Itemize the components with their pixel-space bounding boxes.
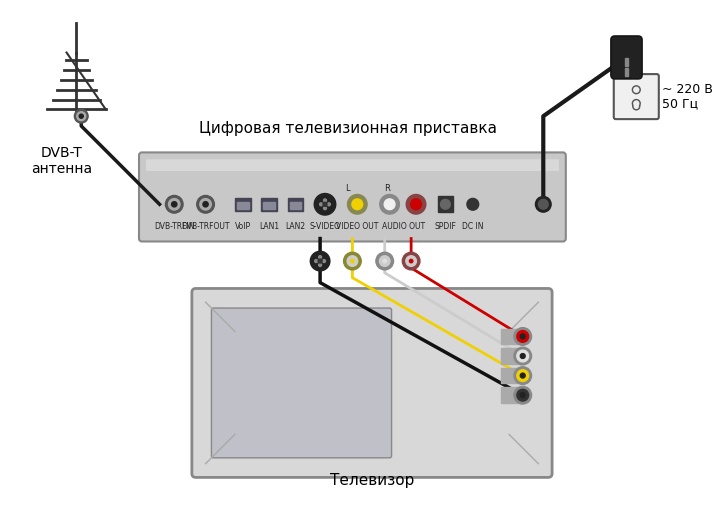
Circle shape xyxy=(383,259,387,263)
Circle shape xyxy=(343,252,361,270)
Circle shape xyxy=(514,367,531,384)
Circle shape xyxy=(197,195,215,213)
Circle shape xyxy=(384,199,395,210)
FancyBboxPatch shape xyxy=(139,153,566,241)
FancyBboxPatch shape xyxy=(212,308,392,458)
Circle shape xyxy=(521,393,525,398)
Circle shape xyxy=(352,199,363,210)
Text: LAN2: LAN2 xyxy=(286,222,306,231)
Text: SPDIF: SPDIF xyxy=(434,222,456,231)
Circle shape xyxy=(406,256,416,266)
Circle shape xyxy=(379,256,390,266)
Circle shape xyxy=(347,256,358,266)
Circle shape xyxy=(328,203,330,206)
Circle shape xyxy=(517,350,528,362)
Circle shape xyxy=(536,196,551,212)
Circle shape xyxy=(634,101,639,106)
Circle shape xyxy=(323,202,327,206)
Circle shape xyxy=(521,334,525,339)
Text: AUDIO OUT: AUDIO OUT xyxy=(382,222,425,231)
Text: S-VIDEO: S-VIDEO xyxy=(310,222,341,231)
Bar xyxy=(289,202,302,209)
Circle shape xyxy=(380,194,400,214)
Circle shape xyxy=(77,112,86,120)
Text: DVB-TRFIN: DVB-TRFIN xyxy=(154,222,194,231)
Text: LAN1: LAN1 xyxy=(259,222,279,231)
Bar xyxy=(624,59,629,66)
Circle shape xyxy=(376,252,394,270)
Circle shape xyxy=(319,263,322,267)
Circle shape xyxy=(632,86,640,93)
Circle shape xyxy=(634,87,639,92)
Bar xyxy=(501,388,521,403)
Circle shape xyxy=(521,373,525,378)
Circle shape xyxy=(410,199,421,210)
Circle shape xyxy=(514,328,531,345)
Circle shape xyxy=(467,199,479,210)
Circle shape xyxy=(634,105,638,108)
Bar xyxy=(264,202,275,209)
Circle shape xyxy=(200,199,211,210)
Circle shape xyxy=(74,109,88,123)
Text: ~ 220 В
50 Гц: ~ 220 В 50 Гц xyxy=(662,82,713,110)
Circle shape xyxy=(323,260,325,262)
Text: DVB-TRFOUT: DVB-TRFOUT xyxy=(181,222,230,231)
Bar xyxy=(501,328,521,344)
Circle shape xyxy=(351,259,354,263)
Circle shape xyxy=(517,331,528,342)
Circle shape xyxy=(632,100,640,107)
Text: VIDEO OUT: VIDEO OUT xyxy=(336,222,379,231)
Circle shape xyxy=(323,199,326,202)
Text: DC IN: DC IN xyxy=(462,222,484,231)
Circle shape xyxy=(514,347,531,365)
Text: Цифровая телевизионная приставка: Цифровая телевизионная приставка xyxy=(199,121,497,136)
Text: R: R xyxy=(384,184,390,193)
Text: L: L xyxy=(345,184,350,193)
Circle shape xyxy=(410,259,413,263)
Bar xyxy=(235,198,251,211)
Circle shape xyxy=(166,195,183,213)
Text: DVB-T
антенна: DVB-T антенна xyxy=(31,146,92,176)
Circle shape xyxy=(310,251,330,271)
Text: VoIP: VoIP xyxy=(235,222,251,231)
Circle shape xyxy=(402,252,420,270)
Circle shape xyxy=(79,114,84,118)
Circle shape xyxy=(521,354,525,359)
Circle shape xyxy=(323,207,326,210)
Circle shape xyxy=(319,256,322,259)
Text: Телевизор: Телевизор xyxy=(330,473,414,488)
Circle shape xyxy=(318,259,322,263)
Circle shape xyxy=(539,200,548,209)
Circle shape xyxy=(406,194,426,214)
Bar xyxy=(624,68,629,76)
Circle shape xyxy=(203,202,208,207)
Bar xyxy=(501,348,521,364)
Circle shape xyxy=(348,194,367,214)
Bar xyxy=(237,202,248,209)
Circle shape xyxy=(320,203,323,206)
Circle shape xyxy=(514,386,531,404)
FancyBboxPatch shape xyxy=(192,288,552,477)
FancyBboxPatch shape xyxy=(613,74,659,119)
Circle shape xyxy=(171,202,177,207)
Circle shape xyxy=(517,389,528,401)
FancyBboxPatch shape xyxy=(611,36,642,79)
Circle shape xyxy=(441,200,450,209)
FancyBboxPatch shape xyxy=(146,159,559,171)
Bar xyxy=(501,368,521,383)
Circle shape xyxy=(314,194,336,215)
Circle shape xyxy=(517,370,528,381)
Circle shape xyxy=(315,260,318,262)
Bar xyxy=(288,198,303,211)
Bar xyxy=(261,198,277,211)
Circle shape xyxy=(633,103,639,110)
Circle shape xyxy=(168,199,180,210)
Bar xyxy=(438,196,453,212)
